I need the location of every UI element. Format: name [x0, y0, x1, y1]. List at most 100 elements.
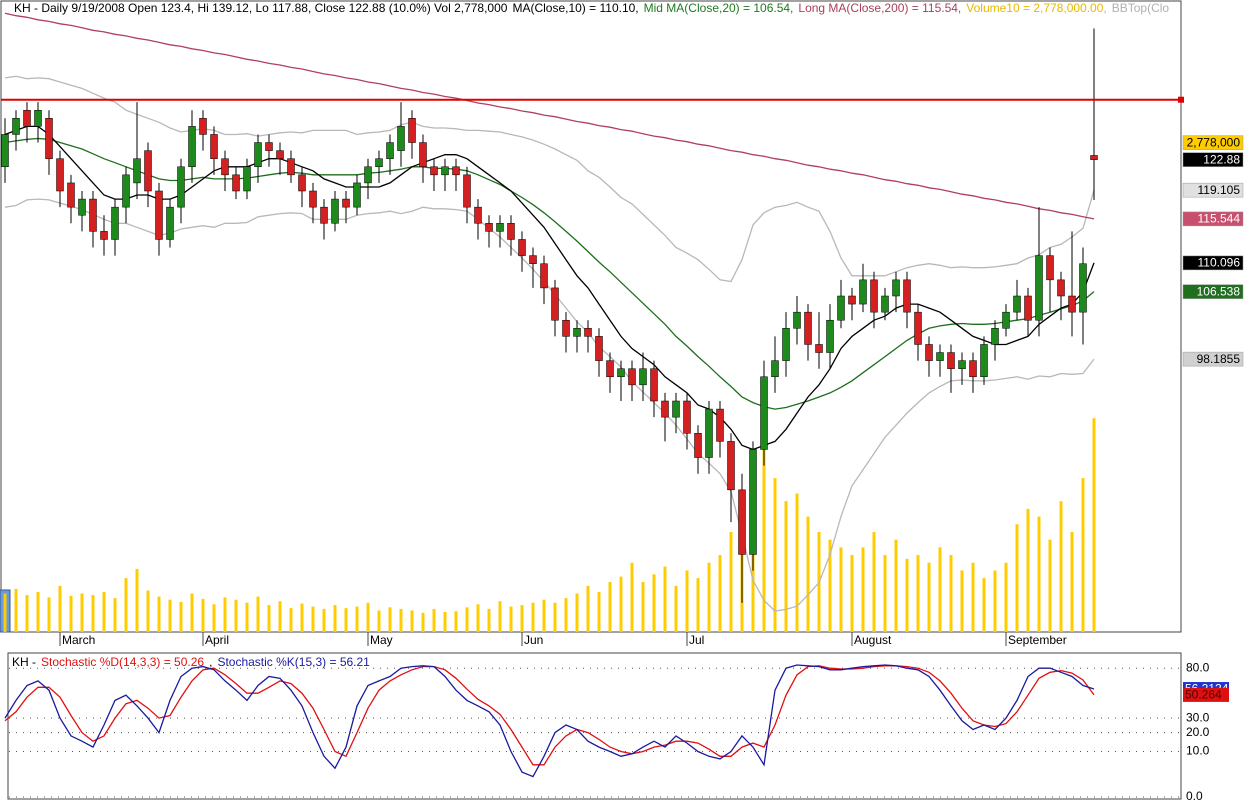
volume-bar	[366, 602, 370, 632]
volume-bar	[729, 531, 733, 632]
volume-bar	[168, 599, 172, 632]
candle-body	[397, 126, 405, 151]
candle-body	[870, 279, 878, 313]
overlay-line	[4, 12, 1095, 220]
candle-body	[111, 206, 119, 240]
candle-body	[507, 223, 515, 240]
candle-body	[683, 400, 691, 434]
volume-bar	[927, 562, 931, 632]
value-badge	[1182, 211, 1244, 227]
candle-body	[155, 190, 163, 240]
volume-bar	[762, 447, 766, 632]
overlay-line	[4, 137, 1095, 410]
candle-body	[650, 368, 658, 402]
candle-body	[78, 198, 86, 216]
volume-bar	[619, 576, 623, 632]
candle-body	[892, 279, 900, 297]
candle-body	[232, 174, 240, 192]
volume-bar	[542, 599, 546, 632]
x-tick-label: May	[370, 633, 393, 647]
volume-bar	[806, 516, 810, 632]
volume-bar	[905, 558, 909, 632]
volume-bar	[916, 555, 920, 632]
candle-body	[584, 328, 592, 337]
candle-body	[947, 352, 955, 369]
header: KH - Daily 9/19/2008 Open 123.4, Hi 139.…	[14, 1, 1169, 15]
volume-bar	[80, 593, 84, 632]
candle-body	[815, 344, 823, 353]
volume-bar	[1092, 418, 1096, 632]
candle-body	[177, 166, 185, 208]
candle-body	[89, 198, 97, 232]
volume-bar	[861, 547, 865, 632]
candle-body	[441, 166, 449, 176]
candle-body	[980, 344, 988, 378]
candle-body	[716, 408, 724, 442]
candle-body	[760, 376, 768, 450]
x-tick-label: March	[62, 633, 95, 647]
value-badge-label: 115.544	[1198, 212, 1241, 226]
candle-body	[903, 279, 911, 313]
candle-body	[287, 158, 295, 176]
header: KH - Stochastic %D(14,3,3) = 50.26, Stocha…	[12, 655, 370, 669]
candle-body	[1079, 263, 1087, 313]
candle-body	[562, 319, 570, 337]
candle-body	[1035, 255, 1043, 321]
horizontal-line-handle	[1178, 96, 1184, 103]
volume-bar	[333, 605, 337, 632]
header-segment: Long MA(Close,200) = 115.54,	[798, 1, 961, 15]
volume-bar	[476, 604, 480, 632]
candle-body	[925, 344, 933, 361]
header-segment: BBTop(Clo	[1112, 1, 1170, 15]
x-tick-label: Jun	[524, 633, 543, 647]
value-badge	[1183, 687, 1229, 702]
candle-body	[45, 118, 53, 159]
volume-bar	[850, 555, 854, 632]
volume-bar	[696, 578, 700, 632]
volume-bar	[586, 585, 590, 632]
candle-body	[628, 368, 636, 386]
candle-body	[309, 190, 317, 208]
volume-bar	[421, 612, 425, 632]
volume-bar	[520, 605, 524, 632]
candle-body	[199, 118, 207, 135]
header-segment: Volume10 = 2,778,000.00,	[966, 1, 1106, 15]
candle-body	[254, 142, 262, 168]
candle-body	[617, 368, 625, 378]
candle-body	[1046, 255, 1054, 281]
candle-body	[1013, 295, 1021, 313]
candle-body	[408, 118, 416, 143]
volume-bar	[25, 595, 29, 632]
volume-bar	[157, 596, 161, 632]
volume-bar	[674, 585, 678, 632]
candle-body	[595, 336, 603, 361]
candle-body	[23, 109, 31, 127]
y-tick-label: 0.0	[1186, 789, 1203, 803]
volume-bar	[894, 539, 898, 632]
candle-body	[452, 166, 460, 176]
y-tick-label: 30.0	[1186, 710, 1210, 724]
candle-body	[859, 279, 867, 305]
volume-bar	[1015, 524, 1019, 632]
candle-body	[419, 142, 427, 168]
candle-body	[12, 118, 20, 135]
volume-bar	[1026, 508, 1030, 632]
volume-bar	[223, 597, 227, 632]
value-badge-label: 119.105	[1198, 183, 1241, 197]
candle-body	[914, 311, 922, 345]
header-segment: KH -	[12, 655, 36, 669]
value-badge-label: 50.264	[1185, 688, 1222, 702]
overlay-line	[4, 75, 1095, 283]
volume-bar	[113, 598, 117, 632]
value-badge-label: 110.096	[1198, 256, 1241, 270]
candle-body	[573, 328, 581, 337]
x-tick-label: Jul	[689, 633, 704, 647]
candle-body	[1024, 295, 1032, 321]
volume-bar	[1070, 531, 1074, 632]
volume-bar	[685, 570, 689, 632]
volume-bar	[256, 596, 260, 632]
candle-body	[320, 206, 328, 224]
stochastic-pane	[7, 652, 1182, 800]
volume-bar	[388, 607, 392, 632]
